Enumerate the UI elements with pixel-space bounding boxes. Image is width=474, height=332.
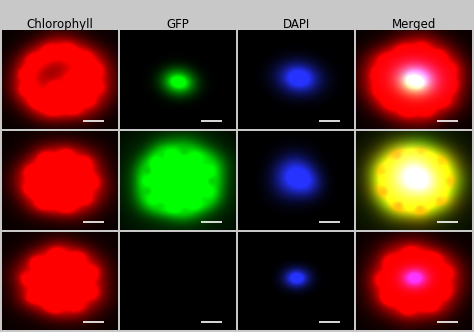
Text: DAPI: DAPI	[283, 18, 310, 31]
Text: GFP: GFP	[166, 18, 189, 31]
Text: Chlorophyll: Chlorophyll	[27, 18, 93, 31]
Text: Merged: Merged	[392, 18, 436, 31]
